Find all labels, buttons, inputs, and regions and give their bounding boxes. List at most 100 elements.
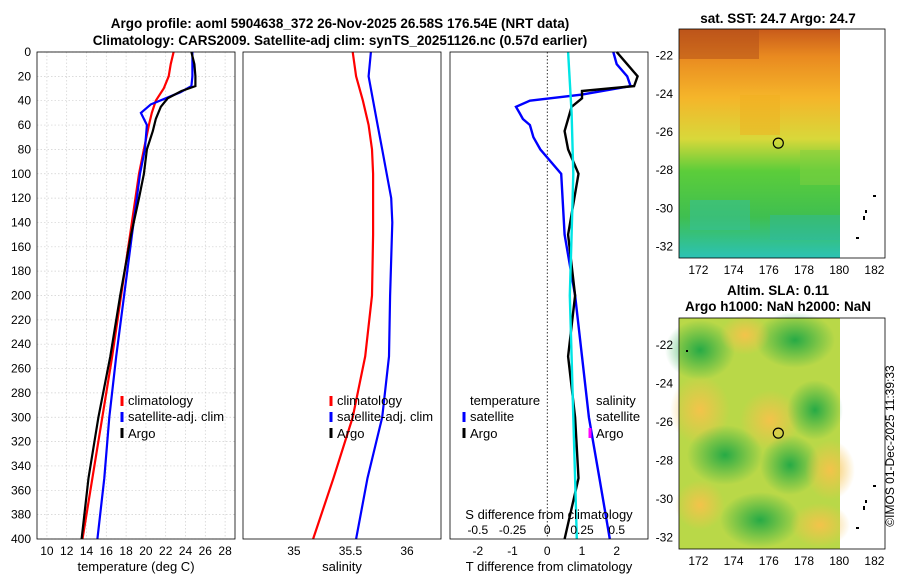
legend-climatology: climatology bbox=[128, 393, 194, 408]
depth-tick-label: 100 bbox=[11, 167, 31, 181]
s-legend-satellite: satellite-adj. clim bbox=[337, 409, 433, 424]
temperature-tick-labels: 10 12 14 16 18 20 22 24 26 28 bbox=[40, 544, 232, 558]
temperature-lines bbox=[80, 51, 197, 540]
temperature-tick-label: 18 bbox=[119, 544, 133, 558]
temperature-legend: climatology satellite-adj. clim Argo bbox=[120, 393, 224, 441]
s-legend-argo: Argo bbox=[337, 426, 364, 441]
lon-tick-label: 174 bbox=[724, 263, 744, 277]
lon-tick-label: 178 bbox=[794, 263, 814, 277]
sst-island-3 bbox=[865, 210, 867, 213]
imos-watermark: ©IMOS 01-Dec-2025 11:39:33 bbox=[883, 365, 897, 527]
depth-tick-label: 380 bbox=[11, 508, 31, 522]
salinity-lines bbox=[312, 51, 394, 540]
legend-temperature-header: temperature bbox=[470, 393, 540, 408]
lon-tick-label: 172 bbox=[688, 554, 708, 568]
lat-tick-label: -28 bbox=[656, 453, 674, 467]
depth-tick-label: 260 bbox=[11, 362, 31, 376]
depth-tick-label: 180 bbox=[11, 264, 31, 278]
depth-tick-label: 240 bbox=[11, 337, 31, 351]
difference-series-1 bbox=[563, 51, 639, 540]
salinity-legend: climatology satellite-adj. clim Argo bbox=[329, 393, 433, 441]
depth-tick-labels: 0 20 40 60 80 100 120 140 160 180 200 220 240 260 280 3… bbox=[11, 45, 31, 546]
temperature-xlabel: temperature (deg C) bbox=[77, 559, 194, 574]
salinity-tick-labels: 35 35.5 36 bbox=[287, 544, 414, 558]
d-legend-t-satellite: satellite bbox=[470, 409, 514, 424]
temperature-panel: 0 20 40 60 80 100 120 140 160 180 200 220 240 260 280 3… bbox=[11, 45, 236, 574]
sla-map-title: Altim. SLA: 0.11 bbox=[727, 283, 830, 298]
sla-field-blobs bbox=[665, 312, 855, 548]
sst-island-4 bbox=[873, 195, 876, 197]
lon-tick-label: 176 bbox=[759, 263, 779, 277]
lat-tick-label: -24 bbox=[656, 376, 674, 390]
t-diff-tick-label: 2 bbox=[613, 544, 620, 558]
depth-tick-label: 400 bbox=[11, 532, 31, 546]
sst-argo-marker bbox=[772, 137, 784, 149]
s-diff-tick-label: 0.25 bbox=[570, 523, 594, 537]
difference-legend: temperature salinity satellite Argo sate… bbox=[462, 393, 640, 441]
temperature-tick-label: 14 bbox=[80, 544, 94, 558]
salinity-tick-label: 35.5 bbox=[339, 544, 363, 558]
sla-island-4 bbox=[865, 500, 867, 503]
temperature-series-1 bbox=[96, 52, 194, 540]
lon-tick-label: 180 bbox=[829, 554, 849, 568]
lon-tick-label: 176 bbox=[759, 554, 779, 568]
depth-tick-label: 320 bbox=[11, 435, 31, 449]
s-diff-tick-label: -0.25 bbox=[499, 523, 527, 537]
depth-tick-label: 120 bbox=[11, 191, 31, 205]
t-diff-tick-label: 1 bbox=[579, 544, 586, 558]
lat-tick-label: -30 bbox=[656, 492, 674, 506]
sla-map-subtitle: Argo h1000: NaN h2000: NaN bbox=[685, 299, 871, 314]
sla-argo-marker bbox=[772, 427, 784, 439]
s-diff-tick-labels: -0.5 -0.25 0 0.25 0.5 bbox=[467, 523, 625, 537]
depth-tick-label: 60 bbox=[18, 118, 32, 132]
sst-map-title: sat. SST: 24.7 Argo: 24.7 bbox=[700, 11, 856, 26]
temperature-tick-label: 12 bbox=[60, 544, 74, 558]
d-legend-s-argo: Argo bbox=[596, 426, 623, 441]
lat-tick-label: -22 bbox=[656, 49, 674, 63]
sst-field-texture bbox=[679, 29, 840, 240]
sla-lat-ticks: -22 -24 -26 -28 -30 -32 bbox=[656, 338, 674, 545]
lon-tick-label: 178 bbox=[794, 554, 814, 568]
sla-map-panel: Altim. SLA: 0.11 Argo h1000: NaN h2000: … bbox=[656, 283, 886, 568]
lon-tick-label: 180 bbox=[829, 263, 849, 277]
t-diff-tick-labels: -2 -1 0 1 2 bbox=[472, 544, 620, 558]
depth-tick-label: 360 bbox=[11, 483, 31, 497]
lat-tick-label: -26 bbox=[656, 415, 674, 429]
salinity-tick-label: 35 bbox=[287, 544, 301, 558]
lon-tick-label: 174 bbox=[724, 554, 744, 568]
salinity-series-0 bbox=[312, 51, 375, 540]
temperature-tick-label: 16 bbox=[100, 544, 114, 558]
temperature-tick-label: 28 bbox=[218, 544, 232, 558]
lon-tick-label: 172 bbox=[688, 263, 708, 277]
depth-tick-label: 220 bbox=[11, 313, 31, 327]
salinity-xlabel: salinity bbox=[322, 559, 362, 574]
temperature-axes-frame bbox=[36, 51, 236, 540]
sla-axes-frame bbox=[678, 317, 886, 550]
lat-tick-label: -28 bbox=[656, 163, 674, 177]
legend-argo: Argo bbox=[128, 426, 155, 441]
sst-map-panel: sat. SST: 24.7 Argo: 24.7 -22 -24 -26 -28 -3… bbox=[656, 11, 886, 277]
lat-tick-label: -22 bbox=[656, 338, 674, 352]
lat-tick-label: -30 bbox=[656, 201, 674, 215]
t-diff-tick-label: 0 bbox=[544, 544, 551, 558]
salinity-tick-label: 36 bbox=[400, 544, 414, 558]
lat-tick-label: -26 bbox=[656, 125, 674, 139]
sst-lon-ticks: 172 174 176 178 180 182 bbox=[688, 263, 884, 277]
sst-island-1 bbox=[856, 237, 859, 239]
t-diff-tick-label: -2 bbox=[472, 544, 483, 558]
lon-tick-label: 182 bbox=[864, 263, 884, 277]
difference-lines bbox=[514, 51, 639, 540]
sla-island-5 bbox=[873, 485, 876, 487]
sst-axes-frame bbox=[678, 28, 886, 259]
temperature-tick-label: 24 bbox=[179, 544, 193, 558]
sla-lon-ticks: 172 174 176 178 180 182 bbox=[688, 554, 884, 568]
depth-tick-label: 140 bbox=[11, 215, 31, 229]
salinity-axes-frame bbox=[242, 51, 442, 540]
difference-axes-frame bbox=[449, 51, 649, 540]
legend-satellite: satellite-adj. clim bbox=[128, 409, 224, 424]
s-diff-tick-label: 0.5 bbox=[608, 523, 625, 537]
temperature-tick-label: 20 bbox=[139, 544, 153, 558]
depth-tick-label: 0 bbox=[24, 45, 31, 59]
temperature-tick-label: 10 bbox=[40, 544, 54, 558]
